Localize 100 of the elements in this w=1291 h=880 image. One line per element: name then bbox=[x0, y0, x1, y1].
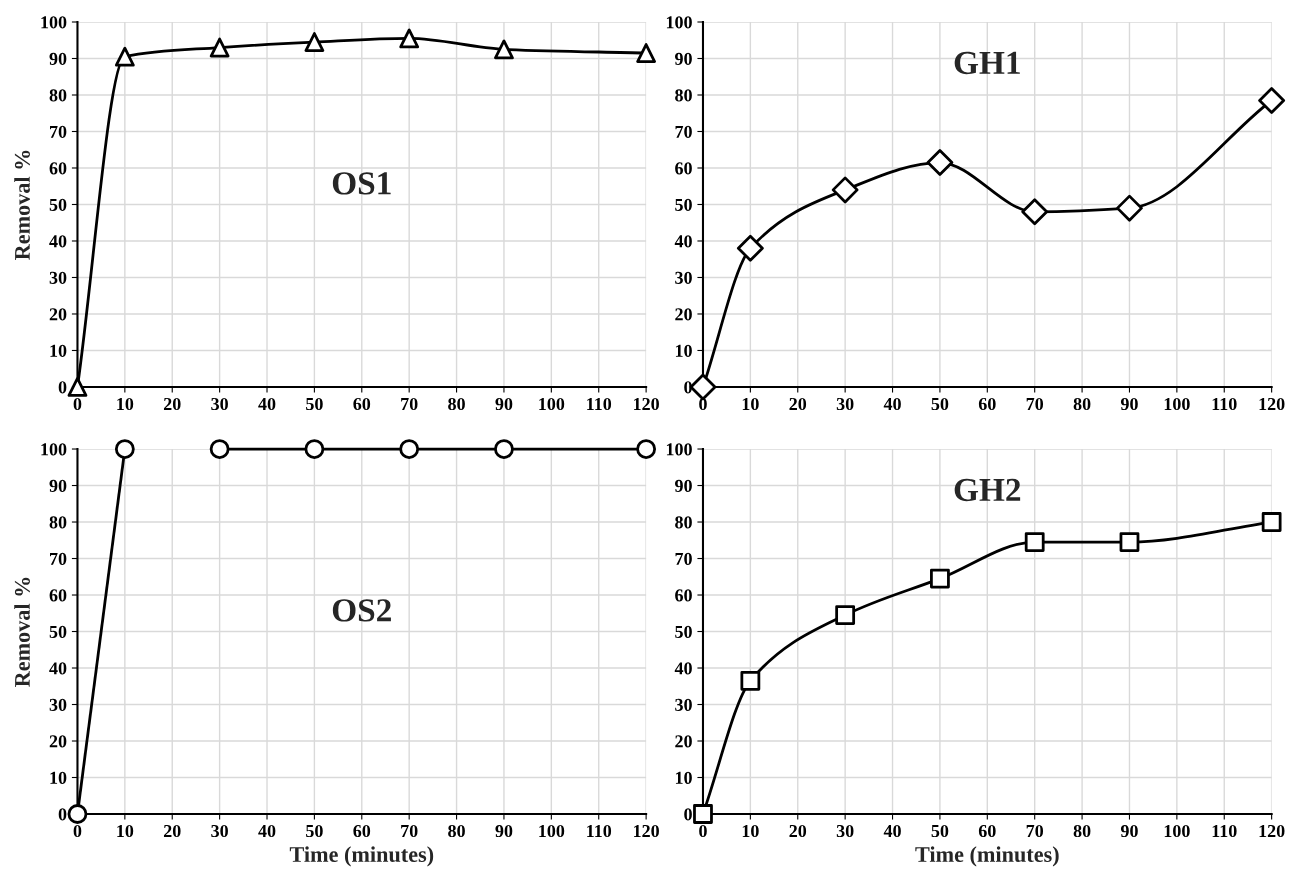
x-tick-label: 10 bbox=[117, 824, 134, 838]
x-tick-label: 50 bbox=[306, 397, 323, 411]
point bbox=[114, 46, 135, 67]
x-axis-title: Time (minutes) bbox=[289, 846, 434, 867]
point bbox=[209, 37, 230, 58]
y-axis-title: Removal % bbox=[14, 150, 30, 260]
x-tick-label: 80 bbox=[1073, 824, 1091, 838]
x-tick-label: 110 bbox=[587, 824, 612, 838]
x-tick-label: 40 bbox=[883, 397, 901, 411]
x-tick-label: 20 bbox=[789, 824, 807, 838]
point bbox=[636, 43, 657, 63]
y-tick-label: 10 bbox=[50, 771, 67, 784]
y-tick-label: 10 bbox=[50, 344, 67, 357]
y-tick-label: 50 bbox=[675, 198, 692, 211]
point bbox=[1119, 532, 1140, 552]
y-axis-title: Removal % bbox=[14, 577, 30, 687]
point bbox=[740, 670, 761, 691]
point bbox=[831, 176, 859, 204]
x-tick-label: 10 bbox=[742, 824, 759, 838]
point bbox=[67, 377, 88, 397]
point bbox=[494, 39, 514, 60]
x-tick-label: 30 bbox=[836, 824, 854, 838]
text: GH1 bbox=[954, 51, 1020, 75]
y-tick-label: 10 bbox=[675, 771, 692, 784]
y-tick-label: 90 bbox=[675, 52, 692, 65]
y-tick-label: 30 bbox=[675, 271, 692, 284]
y-tick-label: 50 bbox=[49, 625, 67, 638]
y-tick-label: 100 bbox=[41, 443, 67, 456]
y-tick-label: 30 bbox=[49, 271, 67, 284]
x-tick-label: 100 bbox=[1164, 824, 1190, 838]
y-tick-label: 20 bbox=[675, 308, 692, 321]
x-tick-label: 30 bbox=[836, 397, 854, 411]
x-tick-label: 20 bbox=[163, 397, 181, 411]
x-tick-label: 90 bbox=[495, 397, 513, 411]
x-tick-label: 30 bbox=[211, 397, 228, 411]
point bbox=[926, 149, 954, 176]
y-tick-label: 70 bbox=[675, 125, 692, 138]
x-tick-label: 90 bbox=[495, 824, 513, 838]
y-tick-label: 70 bbox=[50, 125, 67, 138]
y-tick-label: 80 bbox=[49, 89, 67, 102]
y-tick-label: 60 bbox=[49, 162, 67, 175]
y-tick-label: 30 bbox=[675, 698, 692, 711]
x-tick-label: 110 bbox=[587, 397, 612, 411]
x-tick-label: 60 bbox=[978, 824, 996, 838]
y-tick-label: 60 bbox=[675, 162, 692, 175]
y-tick-label: 20 bbox=[49, 735, 67, 748]
point bbox=[1021, 198, 1049, 226]
y-tick-label: 60 bbox=[49, 589, 67, 602]
text: GH2 bbox=[954, 478, 1021, 502]
point bbox=[930, 568, 950, 589]
y-tick-label: 50 bbox=[675, 625, 692, 638]
y-tick-label: 90 bbox=[49, 479, 67, 492]
x-tick-label: 110 bbox=[1212, 824, 1237, 838]
x-tick-label: 50 bbox=[931, 397, 949, 411]
y-tick-label: 100 bbox=[666, 443, 692, 456]
x-tick-label: 120 bbox=[634, 397, 659, 411]
y-tick-label: 60 bbox=[675, 589, 692, 602]
x-tick-label: 100 bbox=[539, 397, 565, 411]
y-tick-label: 40 bbox=[49, 662, 67, 675]
y-tick-label: 80 bbox=[49, 516, 67, 529]
x-tick-label: 70 bbox=[1026, 824, 1044, 838]
point bbox=[1024, 532, 1045, 552]
x-tick-label: 80 bbox=[448, 824, 465, 838]
x-tick-label: 120 bbox=[634, 824, 659, 838]
x-tick-label: 50 bbox=[306, 824, 323, 838]
x-tick-label: 50 bbox=[931, 824, 949, 838]
x-tick-label: 80 bbox=[448, 397, 465, 411]
y-tick-label: 100 bbox=[41, 16, 67, 29]
x-axis-title: Time (minutes) bbox=[915, 846, 1059, 867]
x-tick-label: 0 bbox=[73, 824, 82, 838]
x-tick-label: 100 bbox=[1164, 397, 1190, 411]
point bbox=[1258, 87, 1286, 114]
y-tick-label: 70 bbox=[675, 552, 692, 565]
point bbox=[1116, 194, 1143, 222]
text: OS1 bbox=[332, 172, 391, 195]
x-tick-label: 70 bbox=[1026, 397, 1044, 411]
x-tick-label: 0 bbox=[73, 397, 82, 411]
point bbox=[1261, 512, 1282, 532]
x-tick-label: 30 bbox=[211, 824, 228, 838]
y-tick-label: 40 bbox=[49, 235, 67, 248]
x-tick-label: 70 bbox=[401, 397, 418, 411]
x-tick-label: 0 bbox=[699, 824, 707, 838]
y-tick-label: 20 bbox=[49, 308, 67, 321]
x-tick-label: 20 bbox=[163, 824, 181, 838]
y-tick-label: 0 bbox=[58, 808, 67, 821]
x-tick-label: 60 bbox=[978, 397, 996, 411]
point bbox=[304, 32, 325, 52]
x-tick-label: 20 bbox=[789, 397, 807, 411]
point bbox=[399, 28, 420, 49]
y-tick-label: 100 bbox=[666, 16, 692, 29]
x-tick-label: 90 bbox=[1120, 824, 1138, 838]
x-tick-label: 10 bbox=[742, 397, 759, 411]
x-tick-label: 110 bbox=[1212, 397, 1237, 411]
y-tick-label: 0 bbox=[684, 808, 692, 821]
y-tick-label: 50 bbox=[49, 198, 67, 211]
x-tick-label: 40 bbox=[883, 824, 901, 838]
y-tick-label: 40 bbox=[674, 235, 692, 248]
x-tick-label: 90 bbox=[1120, 397, 1138, 411]
point bbox=[835, 605, 856, 625]
point bbox=[736, 234, 764, 262]
